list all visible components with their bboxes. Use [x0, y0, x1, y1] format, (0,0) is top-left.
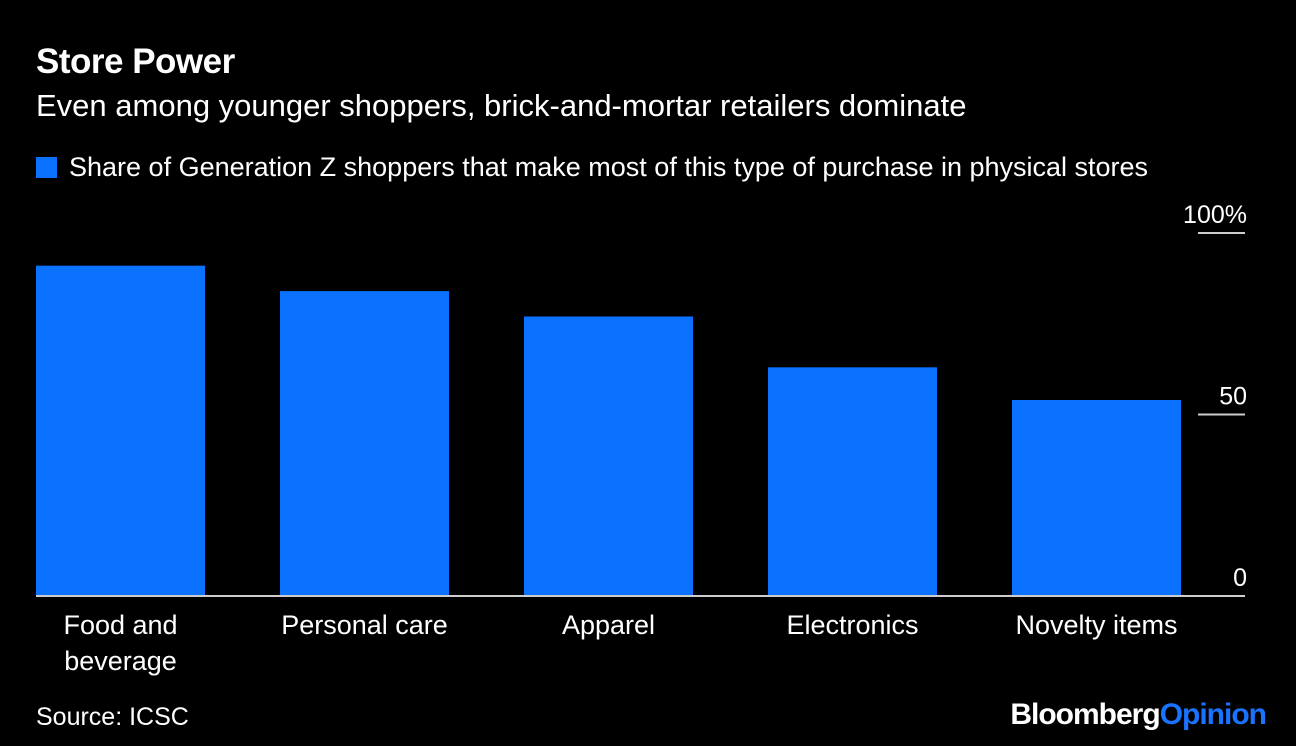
bar-3 [524, 316, 693, 596]
bloomberg-opinion-logo: BloombergOpinion [1010, 698, 1267, 732]
y-tick-label-100: 100% [1183, 201, 1247, 229]
source-note: Source: ICSC [36, 703, 189, 731]
legend: Share of Generation Z shoppers that make… [36, 152, 1148, 183]
y-tick-label-50: 50 [1219, 383, 1247, 411]
chart-title: Store Power [36, 42, 235, 81]
x-tick-label-4: Electronics [786, 610, 918, 640]
x-tick-label-1-line-1: Food and [63, 610, 177, 640]
logo-bloomberg: Bloomberg [1010, 698, 1160, 731]
y-tick-label-0: 0 [1233, 564, 1247, 592]
legend-label: Share of Generation Z shoppers that make… [69, 152, 1149, 182]
bar-1 [36, 265, 205, 596]
chart-subtitle: Even among younger shoppers, brick-and-m… [36, 88, 967, 123]
x-tick-label-1-line-2: beverage [64, 646, 177, 676]
bar-2 [280, 291, 449, 596]
bar-5 [1012, 399, 1181, 596]
x-tick-label-3: Apparel [562, 610, 655, 640]
logo-opinion: Opinion [1159, 698, 1267, 731]
x-tick-label-5: Novelty items [1015, 610, 1177, 640]
legend-swatch [36, 157, 57, 178]
x-tick-label-2: Personal care [281, 610, 448, 640]
bar-4 [768, 367, 937, 596]
